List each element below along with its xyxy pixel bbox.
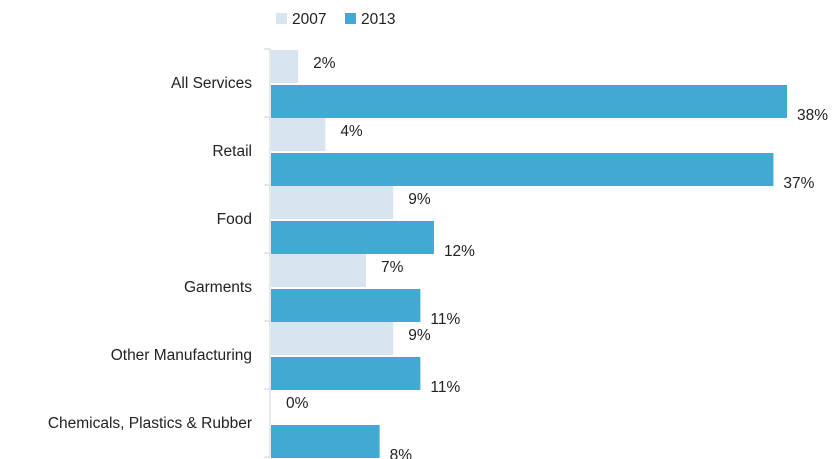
bar-2013 bbox=[271, 153, 774, 186]
data-label-2013: 11% bbox=[430, 311, 460, 328]
bar-2007 bbox=[271, 186, 394, 219]
bar-2013 bbox=[271, 357, 421, 390]
bar-2013 bbox=[271, 425, 380, 458]
category-label: Retail bbox=[212, 143, 252, 160]
plot-area: All Services 2% 38% Retail 4% 37% Food 9% 12% Gar… bbox=[48, 48, 828, 459]
data-label-2007: 0% bbox=[286, 395, 309, 412]
data-label-2013: 8% bbox=[390, 447, 413, 459]
data-label-2013: 12% bbox=[444, 243, 475, 260]
data-label-2013: 38% bbox=[797, 107, 828, 124]
data-label-2007: 4% bbox=[340, 123, 363, 140]
bar-2007 bbox=[271, 50, 299, 83]
category-label: Garments bbox=[184, 279, 252, 296]
bar-2007 bbox=[271, 322, 394, 355]
legend-label-2007: 2007 bbox=[292, 11, 326, 28]
data-label-2007: 2% bbox=[313, 55, 336, 72]
legend-swatch-2013 bbox=[345, 13, 356, 24]
category-label: Other Manufacturing bbox=[111, 347, 252, 364]
data-label-2007: 9% bbox=[408, 327, 431, 344]
bar-2007 bbox=[271, 254, 367, 287]
category-label: All Services bbox=[171, 75, 252, 92]
legend-swatch-2007 bbox=[276, 13, 287, 24]
bar-2013 bbox=[271, 85, 787, 118]
category-label: Chemicals, Plastics & Rubber bbox=[48, 415, 252, 432]
data-label-2013: 37% bbox=[783, 175, 814, 192]
bar-2007 bbox=[271, 118, 326, 151]
data-label-2007: 7% bbox=[381, 259, 404, 276]
bar-2013 bbox=[271, 289, 421, 322]
legend: 2007 2013 bbox=[276, 11, 395, 28]
data-label-2007: 9% bbox=[408, 191, 431, 208]
legend-label-2013: 2013 bbox=[361, 11, 395, 28]
data-label-2013: 11% bbox=[430, 379, 460, 396]
bar-2013 bbox=[271, 221, 434, 254]
category-label: Food bbox=[217, 211, 252, 228]
